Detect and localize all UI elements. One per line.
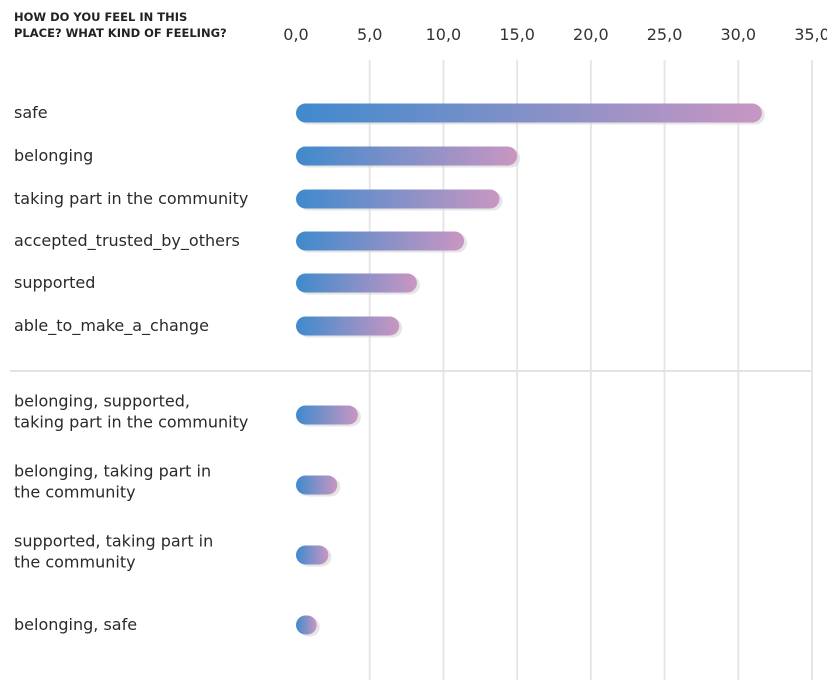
bar xyxy=(296,316,400,336)
bar xyxy=(296,146,518,166)
category-label-line: belonging xyxy=(14,146,93,165)
x-tick-label: 10,0 xyxy=(426,25,462,44)
category-label-line: belonging, supported, xyxy=(14,392,190,411)
category-label-line: supported xyxy=(14,273,95,292)
bar xyxy=(296,475,338,495)
category-label: safe xyxy=(14,103,48,122)
category-label: belonging xyxy=(14,146,93,165)
x-tick-label: 0,0 xyxy=(283,25,308,44)
bars xyxy=(296,103,765,637)
category-label: belonging, safe xyxy=(14,615,137,634)
category-label: taking part in the community xyxy=(14,189,248,208)
chart-title-line: HOW DO YOU FEEL IN THIS xyxy=(14,10,187,24)
chart-title-line: PLACE? WHAT KIND OF FEELING? xyxy=(14,26,227,40)
x-tick-label: 20,0 xyxy=(573,25,609,44)
bar xyxy=(296,189,500,209)
x-tick-label: 35,0 xyxy=(794,25,827,44)
x-tick-label: 5,0 xyxy=(357,25,382,44)
bar xyxy=(296,273,417,293)
category-label-line: belonging, safe xyxy=(14,615,137,634)
category-label: able_to_make_a_change xyxy=(14,316,209,336)
bar xyxy=(296,615,317,635)
x-tick-label: 15,0 xyxy=(499,25,535,44)
category-label-line: supported, taking part in xyxy=(14,532,213,551)
category-label: belonging, taking part in the community xyxy=(14,462,211,502)
bar xyxy=(296,405,358,425)
x-axis-ticks: 0,0 5,0 10,0 15,0 20,0 25,0 30,0 35,0 xyxy=(283,25,827,44)
category-label-line: able_to_make_a_change xyxy=(14,316,209,336)
category-label-line: taking part in the community xyxy=(14,413,248,432)
category-label: supported, taking part in the community xyxy=(14,532,213,572)
category-label-line: the community xyxy=(14,553,136,572)
category-label: accepted_trusted_by_others xyxy=(14,231,240,251)
bar xyxy=(296,545,329,565)
category-label-line: accepted_trusted_by_others xyxy=(14,231,240,251)
category-label-line: belonging, taking part in xyxy=(14,462,211,481)
x-tick-label: 30,0 xyxy=(720,25,756,44)
x-tick-label: 25,0 xyxy=(647,25,683,44)
category-labels: safe belonging taking part in the communit… xyxy=(14,103,248,634)
category-label-line: the community xyxy=(14,483,136,502)
category-label: supported xyxy=(14,273,95,292)
chart-title: HOW DO YOU FEEL IN THIS PLACE? WHAT KIND… xyxy=(14,10,227,40)
category-label: belonging, supported, taking part in the … xyxy=(14,392,248,432)
bar xyxy=(296,231,465,251)
category-label-line: safe xyxy=(14,103,48,122)
bar xyxy=(296,103,762,123)
category-label-line: taking part in the community xyxy=(14,189,248,208)
